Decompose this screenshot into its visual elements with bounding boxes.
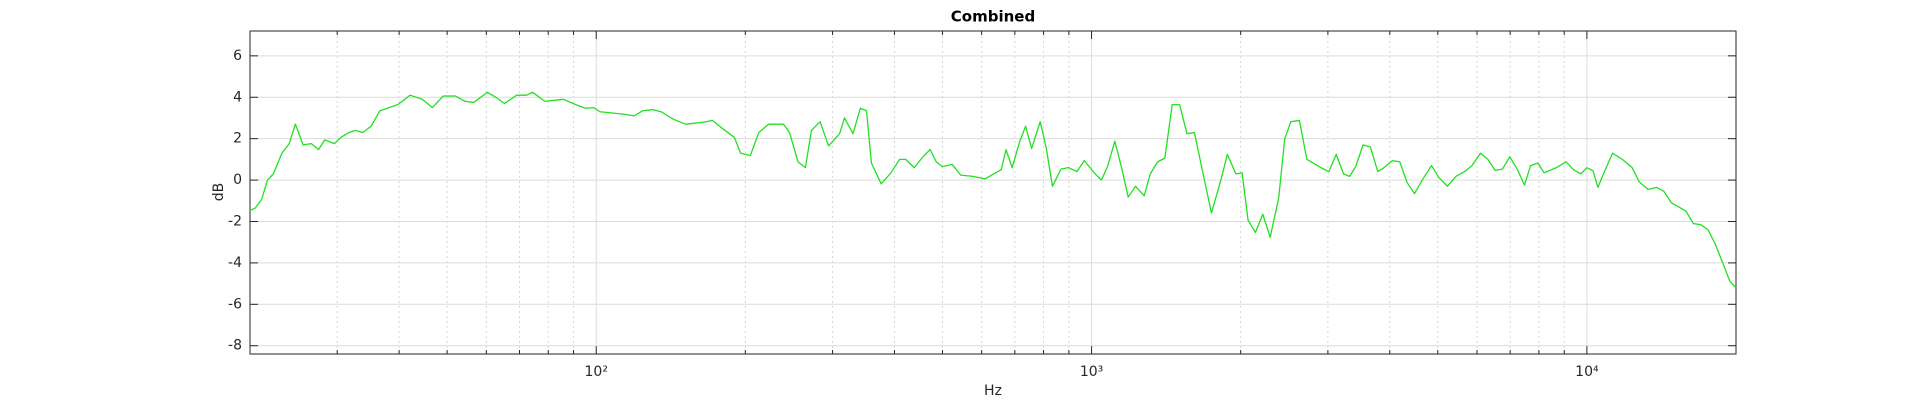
x-axis-label: Hz	[984, 383, 1002, 399]
line	[249, 91, 1737, 289]
x-tick-label: 10³	[1080, 364, 1103, 380]
y-tick-label: 0	[233, 172, 242, 188]
y-tick-label: -8	[228, 338, 242, 354]
y-tick-label: 4	[233, 89, 242, 105]
chart-title: Combined	[951, 8, 1035, 26]
y-tick-label: -6	[228, 296, 242, 312]
y-tick-label: -4	[228, 255, 242, 271]
y-axis-label: dB	[211, 183, 227, 202]
y-tick-label: -2	[228, 213, 242, 229]
plot-frame	[249, 30, 1737, 355]
x-tick-label: 10⁴	[1575, 364, 1599, 380]
y-tick-label: 6	[233, 48, 242, 64]
x-tick-label: 10²	[585, 364, 608, 380]
y-tick-label: 2	[233, 131, 242, 147]
